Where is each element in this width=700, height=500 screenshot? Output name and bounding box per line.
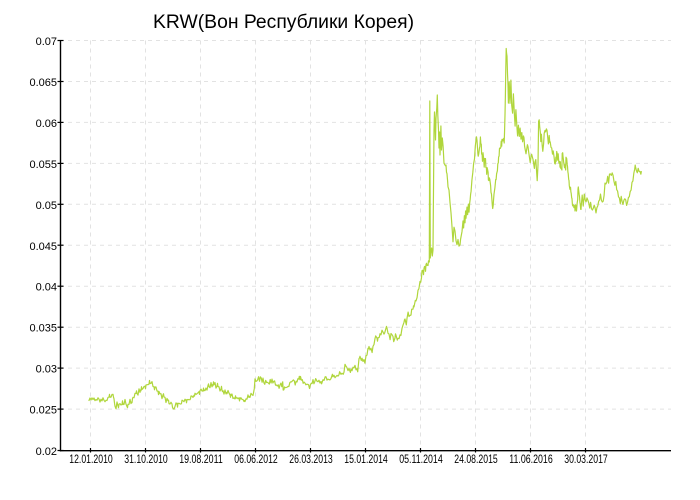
svg-text:0.06: 0.06 [36,118,57,130]
svg-text:12.01.2010: 12.01.2010 [69,452,113,466]
svg-text:19.08.2011: 19.08.2011 [179,452,223,466]
svg-text:0.07: 0.07 [36,36,57,48]
svg-text:0.055: 0.055 [29,159,57,171]
svg-text:0.02: 0.02 [36,446,57,458]
svg-text:30.03.2017: 30.03.2017 [564,452,608,466]
svg-text:15.01.2014: 15.01.2014 [344,452,388,466]
svg-text:24.08.2015: 24.08.2015 [454,452,498,466]
svg-text:0.065: 0.065 [29,77,57,89]
svg-text:0.04: 0.04 [36,282,57,294]
svg-text:0.045: 0.045 [29,241,57,253]
svg-text:11.06.2016: 11.06.2016 [509,452,553,466]
svg-text:KRW(Вон Республики Корея): KRW(Вон Республики Корея) [153,12,414,33]
svg-text:0.03: 0.03 [36,364,57,376]
svg-text:0.05: 0.05 [36,200,57,212]
svg-text:0.025: 0.025 [29,405,57,417]
svg-text:26.03.2013: 26.03.2013 [289,452,333,466]
svg-text:05.11.2014: 05.11.2014 [399,452,443,466]
svg-text:06.06.2012: 06.06.2012 [234,452,278,466]
svg-text:31.10.2010: 31.10.2010 [124,452,168,466]
svg-text:0.035: 0.035 [29,323,57,335]
